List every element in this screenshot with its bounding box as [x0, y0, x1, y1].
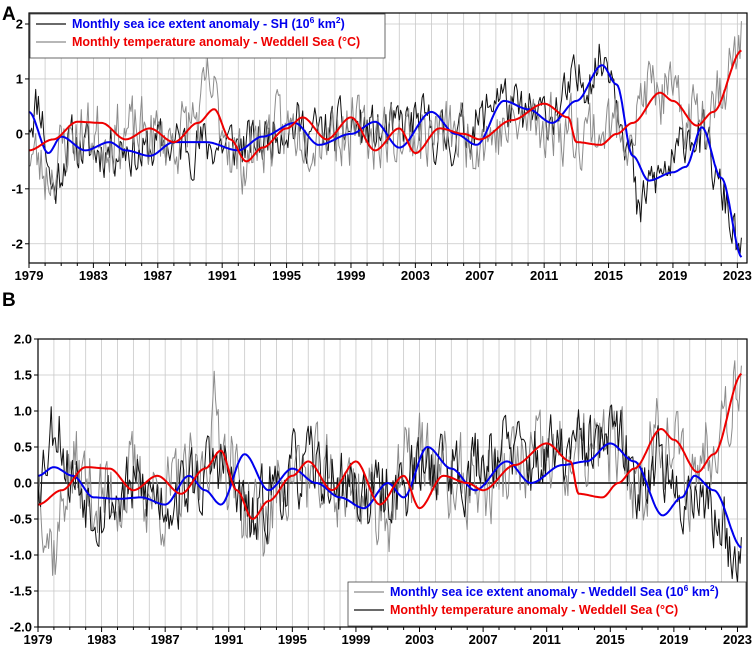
y-tick-label: 2.0 — [14, 332, 32, 347]
x-tick-label: 2019 — [659, 632, 688, 647]
y-tick-label: -2 — [11, 236, 23, 251]
y-tick-label: -1.5 — [10, 584, 32, 599]
legend-box — [29, 13, 386, 59]
legend-entry: Monthly temperature anomaly - Weddell Se… — [72, 35, 360, 49]
y-tick-label: 1.0 — [14, 404, 32, 419]
x-tick-label: 2007 — [469, 632, 498, 647]
series-group — [38, 360, 743, 584]
x-tick-label: 2015 — [596, 632, 625, 647]
x-tick-label: 2007 — [465, 268, 494, 283]
x-tick-label: 1991 — [208, 268, 237, 283]
x-tick-label: 2019 — [658, 268, 687, 283]
series-line-0 — [29, 43, 742, 256]
series-line-3 — [29, 49, 742, 163]
y-tick-label: -0.5 — [10, 512, 32, 527]
y-tick-label: -1 — [11, 181, 23, 196]
series-line-2 — [38, 442, 742, 549]
x-tick-label: 2023 — [723, 632, 752, 647]
x-tick-label: 1987 — [143, 268, 172, 283]
x-axis: 1979 1983 1987 1991 1995 1999 2003 2007 2011 2015… — [24, 627, 752, 647]
legend-box — [347, 581, 747, 627]
x-tick-label: 1983 — [87, 632, 116, 647]
series-line-2 — [29, 64, 743, 258]
legend: Monthly sea ice extent anomaly - Weddell… — [347, 581, 747, 627]
x-tick-label: 2003 — [405, 632, 434, 647]
x-tick-label: 1987 — [151, 632, 180, 647]
y-tick-label: 2 — [16, 16, 23, 31]
y-tick-label: 1 — [16, 71, 23, 86]
legend: Monthly sea ice extent anomaly - SH (106… — [29, 13, 386, 59]
y-tick-label: -1.0 — [10, 548, 32, 563]
series-line-3 — [38, 372, 743, 520]
x-tick-label: 2015 — [594, 268, 623, 283]
y-tick-label: 1.5 — [14, 368, 32, 383]
x-tick-label: 1991 — [214, 632, 243, 647]
x-tick-label: 1995 — [278, 632, 307, 647]
y-tick-label: 0.0 — [14, 476, 32, 491]
y-axis: -2 -1 0 1 2 — [11, 16, 29, 251]
legend-entry: Monthly sea ice extent anomaly - SH (106… — [72, 15, 345, 31]
x-tick-label: 2023 — [723, 268, 752, 283]
x-axis: 1979 1983 1987 1991 1995 1999 2003 2007 2011 2015… — [15, 263, 752, 283]
x-tick-label: 2011 — [533, 632, 561, 647]
legend-entry: Monthly sea ice extent anomaly - Weddell… — [390, 583, 719, 599]
legend-entry: Monthly temperature anomaly - Weddell Se… — [390, 603, 678, 617]
x-tick-label: 2003 — [401, 268, 430, 283]
series-line-1 — [29, 21, 742, 200]
x-tick-label: 1979 — [15, 268, 44, 283]
plot-frame — [28, 12, 748, 264]
y-tick-label: 0.5 — [14, 440, 32, 455]
x-tick-label: 1999 — [337, 268, 366, 283]
x-tick-label: 1995 — [272, 268, 301, 283]
series-group — [29, 21, 743, 258]
y-tick-label: -2.0 — [10, 620, 32, 635]
x-tick-label: 2011 — [530, 268, 558, 283]
y-axis: -2.0 -1.5 -1.0 -0.5 0.0 0.5 1.0 1.5 2.0 — [10, 332, 38, 635]
panel-b: B 1979 1983 1987 1991 1995 1999 2003 2007 2011 201… — [2, 290, 752, 647]
y-tick-label: 0 — [16, 126, 23, 141]
panel-label-b: B — [2, 290, 16, 311]
x-tick-label: 1999 — [341, 632, 370, 647]
x-tick-label: 1983 — [79, 268, 108, 283]
x-tick-label: 1979 — [24, 632, 53, 647]
panel-label-a: A — [2, 4, 16, 25]
